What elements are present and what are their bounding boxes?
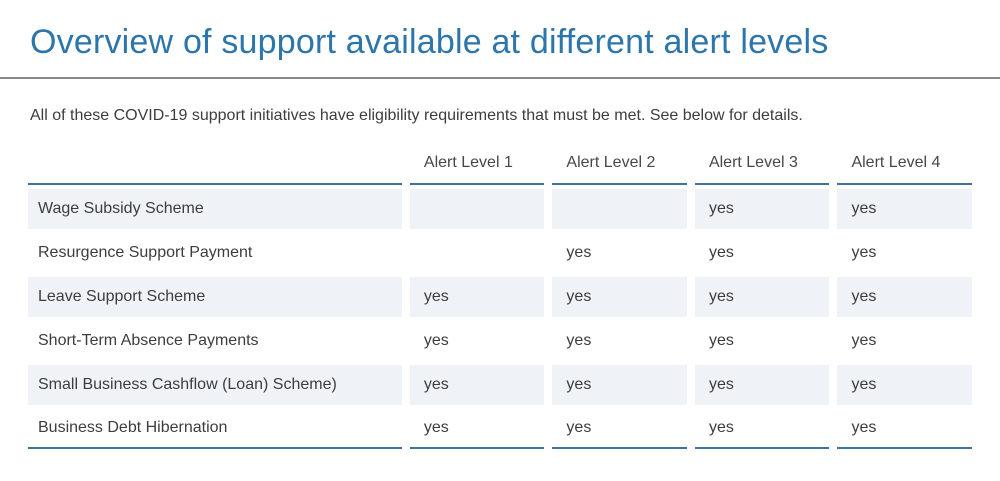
- cell-value: yes: [694, 365, 830, 406]
- page: Overview of support available at differe…: [0, 21, 1000, 453]
- row-label: Wage Subsidy Scheme: [28, 189, 402, 230]
- row-label: Short-Term Absence Payments: [38, 332, 259, 350]
- cell-value: yes: [409, 277, 545, 318]
- column-header-blank: [28, 146, 402, 186]
- cell-value: [409, 189, 545, 230]
- table-row: Leave Support Scheme yes yes yes yes: [28, 277, 972, 318]
- cell-value: [552, 189, 687, 230]
- row-label: Resurgence Support Payment: [38, 244, 253, 262]
- cell-value: yes: [837, 277, 972, 318]
- column-header: Alert Level 2: [552, 146, 687, 186]
- cell-value: yes: [552, 365, 687, 406]
- cell-value: yes: [708, 332, 734, 350]
- cell-value: yes: [409, 409, 545, 450]
- cell-value: yes: [566, 244, 592, 262]
- cell-value: yes: [694, 277, 830, 318]
- title-divider: [0, 76, 1000, 79]
- column-header: Alert Level 1: [409, 146, 545, 186]
- cell-value: yes: [694, 409, 830, 450]
- table-row: Small Business Cashflow (Loan) Scheme) ye…: [28, 365, 972, 406]
- column-header: Alert Level 3: [694, 146, 830, 186]
- row-label: Leave Support Scheme: [28, 277, 402, 318]
- cell-value: yes: [851, 332, 877, 350]
- page-title: Overview of support available at differe…: [30, 23, 829, 61]
- table-row: Resurgence Support Payment yes yes yes: [28, 233, 972, 273]
- row-label: Business Debt Hibernation: [28, 409, 402, 450]
- cell-value: yes: [837, 189, 972, 230]
- cell-value: yes: [423, 332, 449, 350]
- row-label: Small Business Cashflow (Loan) Scheme): [28, 365, 402, 406]
- table-row: Wage Subsidy Scheme yes yes: [28, 189, 972, 230]
- cell-value: yes: [694, 189, 830, 230]
- table-body: Wage Subsidy Scheme yes yes Resurgence Supp…: [28, 189, 972, 450]
- cell-value: yes: [552, 409, 687, 450]
- cell-value: yes: [708, 244, 734, 262]
- table-row: Short-Term Absence Payments yes yes yes yes: [28, 321, 972, 361]
- cell-value: yes: [552, 277, 687, 318]
- cell-value: yes: [566, 332, 592, 350]
- table-row: Business Debt Hibernation yes yes yes yes: [28, 409, 972, 450]
- cell-value: yes: [837, 409, 972, 450]
- column-header: Alert Level 4: [837, 146, 972, 186]
- intro-text: All of these COVID-19 support initiative…: [30, 106, 803, 124]
- cell-value: yes: [851, 244, 877, 262]
- cell-value: yes: [837, 365, 972, 406]
- cell-value: yes: [409, 365, 545, 406]
- cell-value: [410, 233, 545, 273]
